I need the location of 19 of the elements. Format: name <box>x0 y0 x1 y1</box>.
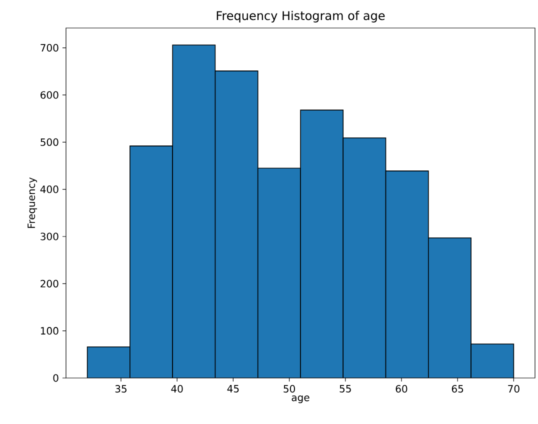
y-tick-label: 700 <box>40 44 58 52</box>
y-tick-label: 0 <box>53 374 58 382</box>
x-tick-label: 50 <box>284 385 295 393</box>
y-tick-label: 200 <box>40 280 58 288</box>
y-tick-label: 100 <box>40 327 58 335</box>
x-tick-label: 35 <box>115 385 126 393</box>
chart-title: Frequency Histogram of age <box>216 10 385 22</box>
y-tick-label: 500 <box>40 138 58 146</box>
x-tick-label: 40 <box>171 385 183 393</box>
x-tick-label: 70 <box>508 385 520 393</box>
y-axis-title: Frequency <box>28 177 38 228</box>
y-tick-label: 300 <box>40 232 58 240</box>
x-tick-label: 60 <box>396 385 408 393</box>
x-tick-label: 65 <box>452 385 464 393</box>
x-tick-label: 55 <box>340 385 351 392</box>
x-tick-label: 45 <box>227 385 239 392</box>
x-axis-title: age <box>292 395 310 404</box>
y-tick-label: 400 <box>40 186 58 194</box>
y-tick-label: 600 <box>40 91 58 99</box>
